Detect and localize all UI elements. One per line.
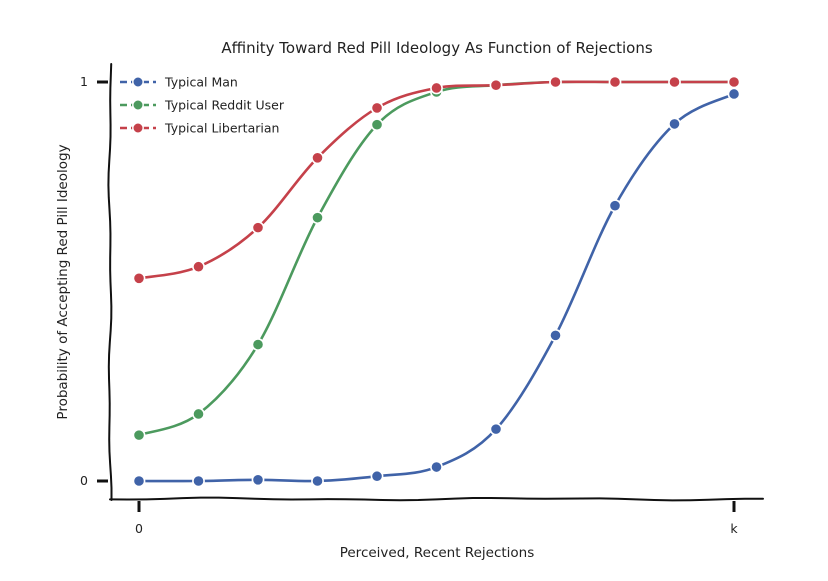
legend-label: Typical Man (164, 75, 238, 90)
legend: Typical Man Typical Reddit User Typical Li… (120, 75, 285, 136)
legend-label: Typical Libertarian (164, 121, 279, 136)
series-1 (132, 87, 741, 488)
data-point (608, 199, 622, 213)
axes (107, 63, 764, 502)
data-point (132, 271, 146, 285)
legend-swatch-marker (132, 99, 144, 111)
data-point (489, 78, 503, 92)
data-point (251, 221, 265, 235)
y-tick-label: 1 (80, 74, 88, 89)
data-point (251, 473, 265, 487)
data-point (311, 211, 324, 225)
legend-entry: Typical Man (120, 75, 238, 90)
y-axis-label: Probability of Accepting Red Pill Ideolo… (55, 144, 71, 419)
data-point (251, 338, 265, 351)
data-point (549, 75, 562, 89)
data-point (192, 260, 205, 274)
series-3 (132, 75, 741, 285)
data-point (430, 460, 443, 474)
x-axis-label: Perceived, Recent Rejections (340, 545, 535, 561)
legend-entry: Typical Reddit User (120, 98, 285, 113)
y-axis-line (107, 63, 113, 501)
data-point (668, 75, 681, 89)
data-point (370, 469, 384, 483)
data-point (489, 422, 503, 436)
data-point (370, 118, 384, 132)
series-line (137, 92, 736, 483)
data-point (370, 101, 384, 115)
data-point (192, 407, 205, 421)
legend-swatch-marker (132, 76, 144, 88)
data-point (132, 428, 146, 442)
data-point (549, 328, 562, 342)
data-point (727, 87, 741, 101)
data-point (311, 474, 324, 488)
y-tick-label: 0 (80, 473, 88, 488)
series-line (137, 80, 736, 280)
data-point (668, 117, 681, 131)
data-point (192, 474, 205, 488)
data-point (132, 474, 146, 488)
data-point (608, 75, 622, 89)
data-point (430, 81, 443, 95)
x-tick-label: 0 (135, 521, 143, 536)
x-tick-label: k (730, 521, 738, 536)
legend-entry: Typical Libertarian (120, 121, 279, 136)
series-layer (132, 75, 741, 488)
chart-title: Affinity Toward Red Pill Ideology As Fun… (221, 39, 653, 57)
legend-swatch-marker (132, 122, 144, 134)
ticks: 0 1 0 k (80, 74, 738, 536)
data-point (311, 151, 324, 165)
x-axis-line (109, 496, 764, 502)
legend-label: Typical Reddit User (164, 98, 285, 113)
data-point (727, 75, 741, 89)
